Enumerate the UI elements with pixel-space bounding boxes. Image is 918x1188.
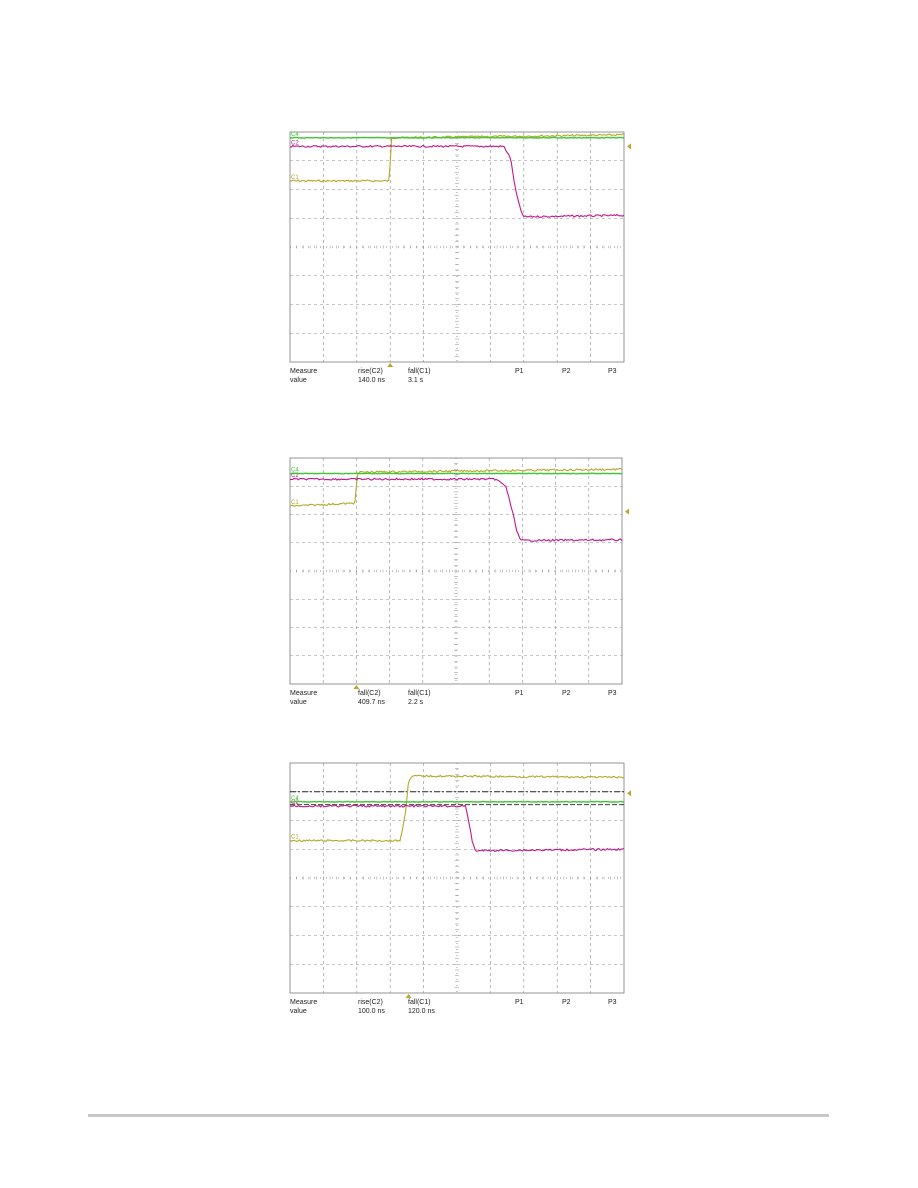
channel-marker-ch4: C4: [291, 468, 299, 474]
trace-ch4: [289, 800, 625, 803]
measure-header-cell: rise(C2): [358, 999, 383, 1006]
measure-header-cell: P3: [608, 690, 617, 697]
channel-marker-ch2: C2: [291, 140, 299, 146]
trigger-position-marker: [387, 363, 394, 367]
channel-marker-ch1: C1: [291, 500, 299, 506]
trace-ch1: [289, 774, 625, 843]
measure-header-cell: fall(C1): [408, 999, 431, 1006]
trigger-level-marker: [627, 143, 631, 150]
trigger-level-marker: [625, 508, 629, 515]
oscilloscope-screen-2: C1 C2 C4 Measure fall(C2) fall(C1) P1 P2 P3 value…: [289, 457, 629, 708]
measure-header-cell: P2: [562, 999, 571, 1006]
measure-header-cell: Measure: [290, 999, 318, 1006]
measure-value-cell: value: [290, 377, 307, 384]
channel-marker-ch1: C1: [291, 175, 299, 181]
trace-ch2: [289, 804, 625, 853]
trigger-level-marker: [627, 790, 631, 797]
channel-marker-ch2: C2: [291, 473, 299, 479]
measure-value-cell: 2.2 s: [408, 699, 424, 706]
channel-marker-ch4: C4: [291, 132, 299, 138]
oscilloscope-screen-1: C1 C2 C4 Measure rise(C2) fall(C1) P1 P2 P3 value…: [289, 131, 631, 384]
scope-plot: C1 C2 C4: [289, 131, 631, 367]
measure-header-cell: Measure: [290, 368, 318, 375]
measure-header-cell: rise(C2): [358, 368, 383, 375]
measure-value-cell: 100.0 ns: [358, 1008, 385, 1015]
measure-value-cell: 409.7 ns: [358, 699, 385, 706]
trigger-position-marker: [405, 994, 412, 998]
channel-marker-ch1: C1: [291, 835, 299, 841]
measure-header-cell: P3: [608, 368, 617, 375]
trace-ch2: [289, 144, 625, 219]
channel-marker-ch2: C2: [291, 800, 299, 806]
trace-ch4: [289, 472, 623, 475]
measure-header-cell: P1: [515, 368, 524, 375]
measure-value-cell: 3.1 s: [408, 377, 424, 384]
measure-header-cell: P1: [515, 690, 524, 697]
trace-ch2: [289, 477, 623, 542]
measure-header-cell: fall(C1): [408, 368, 431, 375]
measure-value-cell: value: [290, 699, 307, 706]
measure-value-cell: 120.0 ns: [408, 1008, 435, 1015]
measure-value-cell: 140.0 ns: [358, 377, 385, 384]
measure-header-cell: Measure: [290, 690, 318, 697]
measure-header-cell: fall(C1): [408, 690, 431, 697]
channel-marker-ch4: C4: [291, 796, 299, 802]
trigger-position-marker: [353, 685, 360, 689]
trace-ch1: [289, 133, 625, 183]
footer-rule: [88, 1114, 829, 1117]
measure-value-cell: value: [290, 1008, 307, 1015]
trace-ch4: [289, 136, 624, 139]
oscilloscope-screen-3: C1 C2 C4 Measure rise(C2) fall(C1) P1 P2 P3 value…: [289, 762, 631, 1015]
measure-header-cell: P1: [515, 999, 524, 1006]
measure-header-cell: fall(C2): [358, 690, 381, 697]
measure-header-cell: P2: [562, 690, 571, 697]
measure-header-cell: P3: [608, 999, 617, 1006]
trace-ch1: [289, 467, 623, 507]
measure-header-cell: P2: [562, 368, 571, 375]
